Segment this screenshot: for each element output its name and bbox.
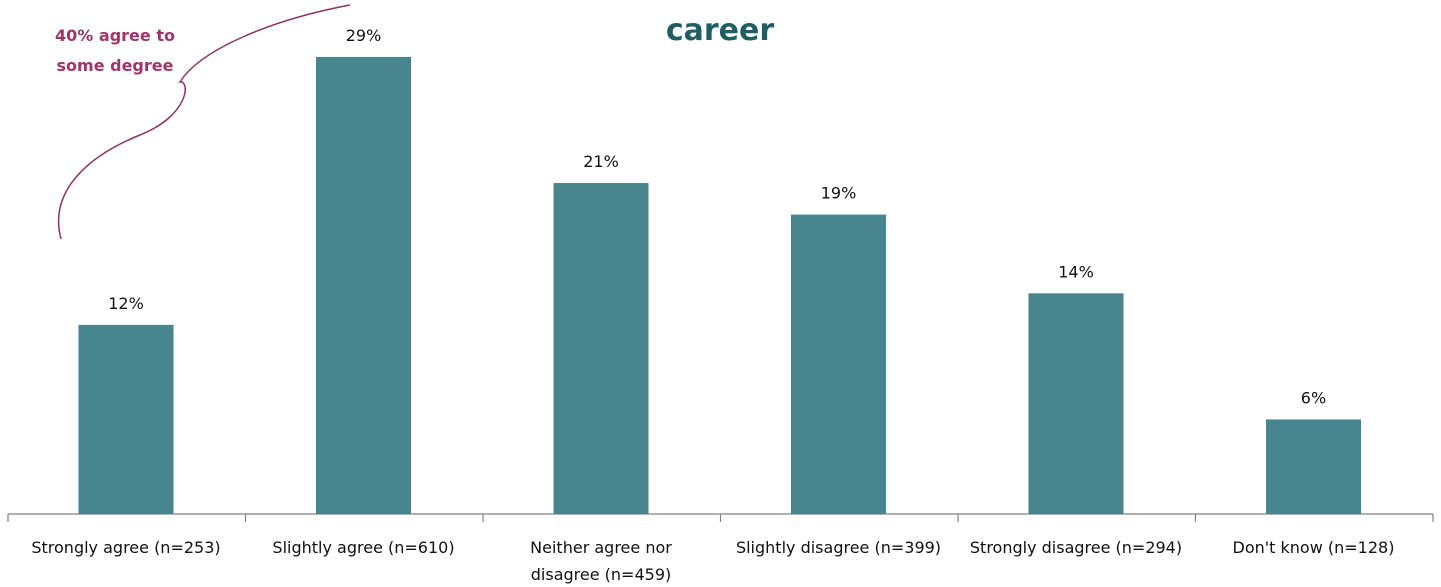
- category-label-2-line-1: disagree (n=459): [531, 565, 671, 584]
- annotation-group: 40% agree to some degree: [55, 4, 351, 240]
- category-label-0: Strongly agree (n=253): [31, 538, 220, 557]
- bar-2: [553, 183, 649, 514]
- category-label-3: Slightly disagree (n=399): [736, 538, 941, 557]
- bar-1: [316, 57, 411, 514]
- bar-value-label-4: 14%: [1058, 262, 1094, 281]
- bar-3: [791, 214, 886, 514]
- bar-value-label-3: 19%: [821, 184, 857, 203]
- category-label-5: Don't know (n=128): [1233, 538, 1395, 557]
- bar-value-label-5: 6%: [1301, 388, 1326, 407]
- bar-4: [1028, 293, 1124, 514]
- bar-value-label-0: 12%: [108, 294, 144, 313]
- annotation-line-1: 40% agree to: [55, 26, 175, 45]
- plot-area: 12% Strongly agree (n=253) 29% Slightly agr…: [7, 26, 1434, 584]
- category-label-4: Strongly disagree (n=294): [970, 538, 1182, 557]
- category-label-2-line-0: Neither agree nor: [530, 538, 672, 557]
- annotation-line-2: some degree: [57, 56, 174, 75]
- bar-value-label-1: 29%: [346, 26, 382, 45]
- chart-title: career: [666, 13, 775, 48]
- annotation-brace: [57, 4, 351, 240]
- bar-5: [1266, 419, 1361, 514]
- category-label-1: Slightly agree (n=610): [272, 538, 454, 557]
- bar-0: [78, 324, 174, 514]
- bar-value-label-2: 21%: [583, 152, 619, 171]
